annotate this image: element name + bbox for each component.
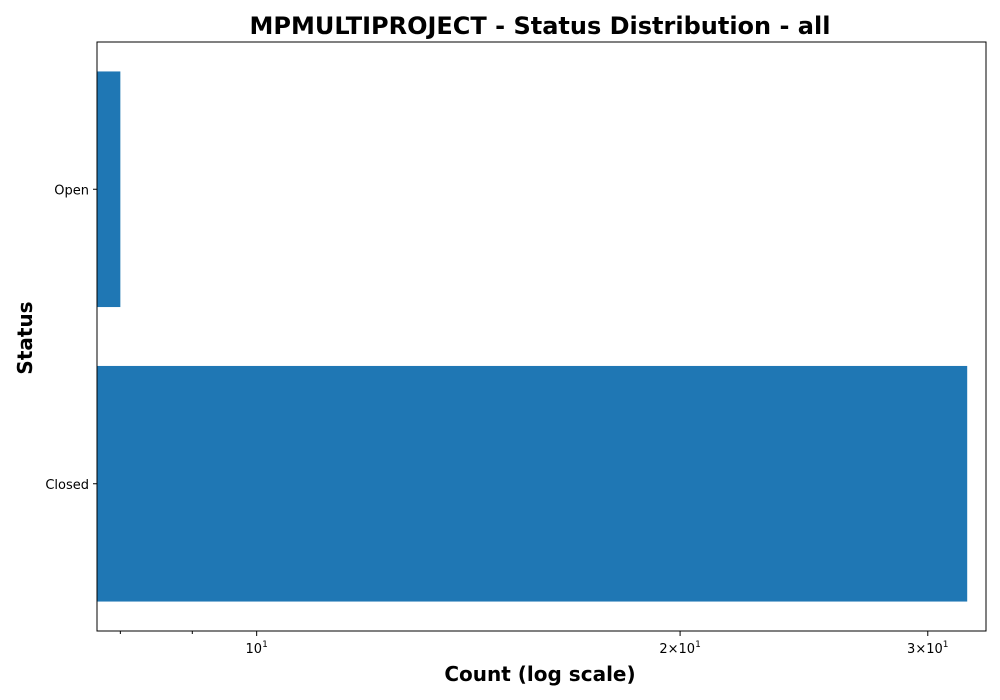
y-axis: Open Closed	[45, 183, 97, 493]
plot-frame	[96, 41, 987, 632]
bar-closed	[97, 365, 968, 602]
bar-open	[97, 71, 121, 308]
bars-group	[97, 71, 968, 602]
x-tick-label: 101	[246, 640, 268, 657]
x-axis: 101 2×101 3×101	[119, 631, 949, 657]
y-tick-label-open: Open	[54, 183, 89, 198]
chart-title: MPMULTIPROJECT - Status Distribution - a…	[250, 12, 831, 40]
y-axis-label: Status	[13, 301, 37, 374]
x-tick-label: 3×101	[907, 640, 948, 657]
x-tick-label: 2×101	[659, 640, 700, 657]
x-axis-label: Count (log scale)	[444, 662, 635, 686]
y-tick-label-closed: Closed	[45, 478, 89, 493]
